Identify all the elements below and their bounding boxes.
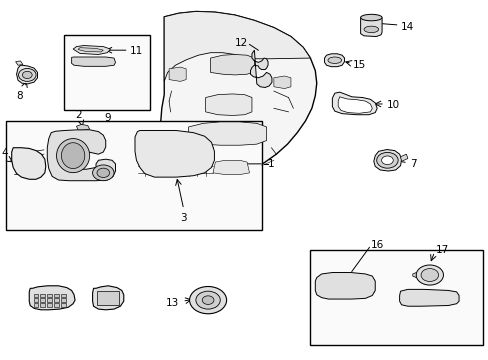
Text: 13: 13 [165, 298, 179, 308]
Polygon shape [92, 286, 123, 310]
Circle shape [19, 68, 36, 81]
Bar [64, 35, 149, 110]
Polygon shape [78, 48, 103, 52]
Polygon shape [250, 50, 271, 87]
Text: 2: 2 [76, 110, 82, 120]
Polygon shape [373, 149, 401, 171]
Polygon shape [73, 45, 110, 54]
Circle shape [381, 156, 392, 165]
Circle shape [189, 287, 226, 314]
Polygon shape [412, 273, 415, 278]
Text: 8: 8 [16, 91, 23, 101]
Bar [34, 298, 39, 302]
Text: 11: 11 [130, 46, 143, 56]
Polygon shape [399, 289, 458, 306]
Polygon shape [47, 130, 115, 181]
Bar [61, 294, 66, 297]
Polygon shape [164, 12, 310, 81]
Polygon shape [17, 65, 38, 84]
Polygon shape [324, 54, 344, 67]
Bar [34, 294, 39, 297]
Text: 10: 10 [386, 100, 399, 110]
Text: 12: 12 [235, 38, 248, 48]
Circle shape [196, 291, 220, 309]
Circle shape [376, 152, 397, 168]
Circle shape [415, 265, 443, 285]
Bar [310, 250, 483, 345]
Text: 5: 5 [46, 299, 52, 309]
Bar [54, 294, 59, 297]
Polygon shape [135, 131, 214, 177]
Polygon shape [188, 122, 266, 145]
Polygon shape [12, 148, 46, 179]
Polygon shape [273, 76, 290, 89]
Text: 3: 3 [180, 213, 186, 223]
Polygon shape [338, 97, 371, 113]
Text: 14: 14 [400, 22, 413, 32]
Circle shape [22, 71, 32, 78]
Bar [47, 303, 52, 307]
Polygon shape [29, 286, 75, 310]
Polygon shape [76, 125, 89, 130]
Polygon shape [161, 12, 316, 176]
Circle shape [420, 269, 438, 282]
Text: 15: 15 [352, 59, 366, 69]
Text: 1: 1 [267, 159, 274, 169]
Polygon shape [16, 61, 23, 65]
Bar [54, 303, 59, 307]
Text: 6: 6 [112, 300, 119, 310]
Bar [6, 121, 261, 230]
Circle shape [202, 296, 214, 305]
Text: 4: 4 [1, 148, 8, 158]
Bar [47, 298, 52, 302]
Bar [54, 298, 59, 302]
Polygon shape [71, 57, 115, 66]
Bar [97, 291, 119, 305]
Text: 16: 16 [369, 240, 383, 250]
Ellipse shape [363, 26, 378, 33]
Bar [41, 303, 45, 307]
Polygon shape [360, 18, 381, 37]
Polygon shape [205, 94, 251, 116]
Ellipse shape [360, 14, 381, 21]
Circle shape [97, 168, 109, 177]
Polygon shape [210, 54, 254, 75]
Polygon shape [400, 154, 407, 161]
Ellipse shape [61, 143, 84, 168]
Text: 7: 7 [409, 159, 416, 169]
Bar [34, 303, 39, 307]
Polygon shape [315, 273, 374, 299]
Polygon shape [213, 160, 249, 175]
Bar [61, 303, 66, 307]
Bar [47, 294, 52, 297]
Bar [41, 298, 45, 302]
Bar [41, 294, 45, 297]
Ellipse shape [327, 57, 341, 63]
Text: 17: 17 [435, 245, 448, 255]
Ellipse shape [57, 139, 89, 173]
Circle shape [92, 165, 114, 181]
Text: 9: 9 [103, 113, 110, 123]
Bar [61, 298, 66, 302]
Polygon shape [332, 92, 376, 115]
Polygon shape [169, 67, 186, 81]
